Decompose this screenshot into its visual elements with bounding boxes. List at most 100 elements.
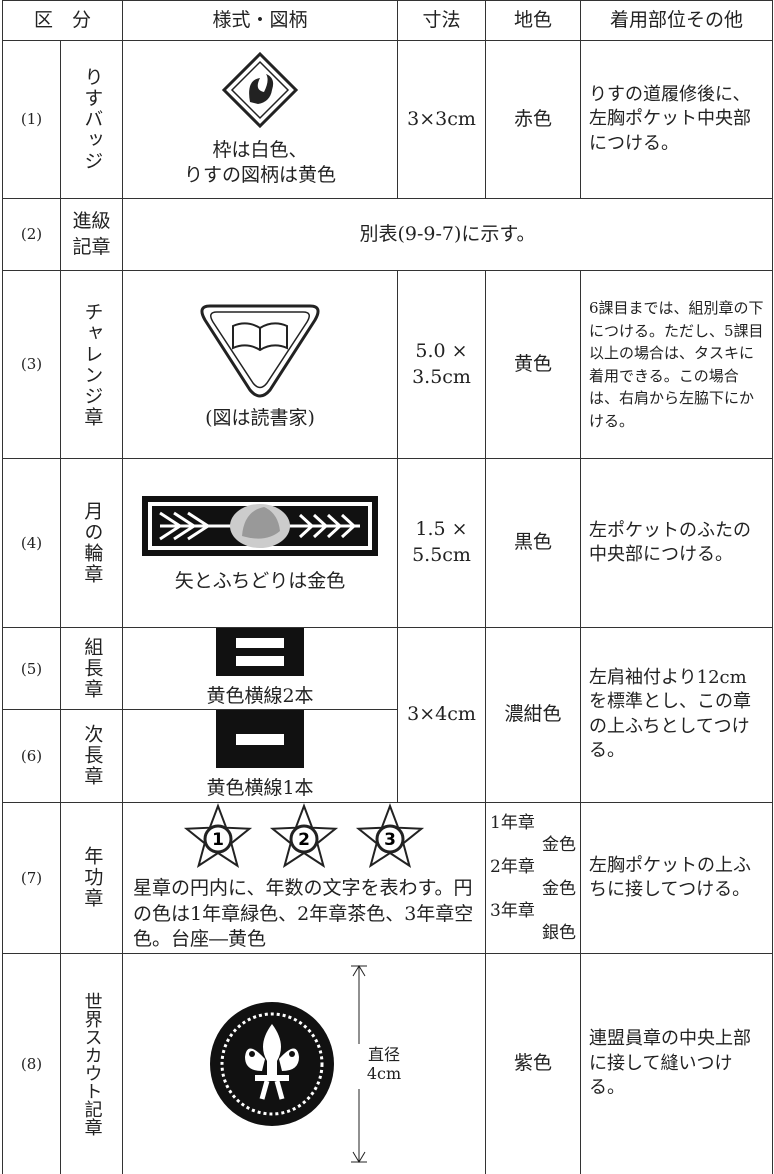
dimension-line: 4cm: [366, 1063, 402, 1083]
star-badge: 2: [269, 802, 339, 868]
size-line: 3.5cm: [412, 365, 471, 388]
color: 濃紺色: [485, 627, 582, 803]
caption: りすの図柄は黄色: [184, 164, 337, 187]
row-name-cell: りすバッジ: [59, 40, 124, 199]
color-line: 3年章: [490, 900, 535, 921]
row-name: 世界スカウト記章: [81, 991, 103, 1136]
row-no: (5): [2, 626, 61, 711]
note: 別表(9-9-7)に示す。: [122, 198, 774, 271]
color: 紫色: [485, 953, 582, 1174]
row-name-cell: 次長章: [59, 709, 124, 803]
header-cell: 様式・図柄: [122, 0, 399, 41]
design-cell: (図は読書家): [122, 270, 399, 459]
note: 左胸ポケットの上ふちに接してつける。: [580, 801, 774, 955]
design-wrap: 直径 4cm: [127, 964, 481, 1164]
color-line: 銀色: [542, 923, 577, 944]
row-no: (4): [2, 458, 61, 628]
row: (6) 次長章 黄色横線1本: [2, 709, 773, 803]
row-name: 次長章: [81, 724, 104, 788]
header-cell: 区 分: [1, 0, 124, 41]
row-name-cell: 月の輪章: [59, 458, 124, 628]
row-name: 年功章: [81, 846, 104, 910]
dimension-line: 直径: [368, 1044, 401, 1064]
color-line: 金色: [542, 878, 577, 899]
note: 連盟員章の中央上部に接して縫いつける。: [580, 953, 774, 1174]
row-name: 組長章: [81, 637, 104, 701]
row-name: 進級: [72, 209, 111, 232]
challenge-icon: [200, 304, 320, 398]
note: 左肩袖付より12cmを標準とし、この章の上ふちとしてつける。: [580, 627, 774, 803]
size-line: 5.5cm: [412, 544, 471, 566]
star-number: 1: [212, 830, 224, 850]
caption: 星章の円内に、年数の文字を表わす。円の色は1年章緑色、2年章茶色、3年章空色。台…: [133, 877, 474, 951]
color: 赤色: [485, 40, 582, 199]
dimension-arrow: [350, 964, 367, 1163]
stars: 1 2 3: [133, 802, 475, 877]
row-name-cell: 組長章: [59, 626, 124, 711]
header-cell: 地色: [485, 0, 582, 41]
world-badge-icon: [209, 1001, 334, 1126]
size-line: 1.5 ×: [415, 518, 468, 541]
row-no: (2): [2, 198, 61, 271]
row-name-cell: 世界スカウト記章: [59, 953, 124, 1174]
row-no: (7): [2, 801, 61, 955]
design-cell: 枠は白色、りすの図柄は黄色: [122, 40, 399, 199]
row-name: 記章: [72, 235, 111, 258]
caption: 枠は白色、: [212, 138, 308, 161]
note: りすの道履修後に、左胸ポケット中央部につける。: [580, 40, 774, 199]
row-name: 月の輪章: [81, 501, 104, 585]
row-no: (1): [2, 40, 61, 199]
row-name: チャレンジ章: [81, 301, 104, 428]
assistant-icon: [216, 710, 305, 769]
star-badge: 3: [355, 802, 425, 868]
design-cell: 黄色横線2本: [122, 626, 399, 711]
color-line: 2年章: [490, 856, 535, 877]
row-no: (6): [2, 709, 61, 803]
row: (2) 進級記章 別表(9-9-7)に示す。: [2, 198, 774, 271]
squirrel-icon: [221, 51, 299, 129]
header-row: 区 分 様式・図柄 寸法 地色 着用部位その他: [1, 0, 774, 41]
row-name-cell: チャレンジ章: [59, 270, 124, 459]
caption: 黄色横線1本: [206, 776, 314, 799]
row: (8) 世界スカウト記章 直径 4cm 紫色 連盟員章の中央上部に接して縫いつける…: [2, 953, 774, 1174]
star-badge: 1: [183, 802, 253, 868]
color-line: 1年章: [490, 812, 535, 833]
size: 3×4cm: [397, 627, 487, 803]
moon-icon: [142, 496, 379, 557]
row: (7) 年功章 1 2 3 星章の円内に、年数の文字を表わす。円の色は1年章緑色、2…: [2, 801, 774, 955]
row: (1) りすバッジ 枠は白色、りすの図柄は黄色 3×3cm 赤色 りすの道履修後…: [2, 40, 774, 199]
caption: 黄色横線2本: [206, 684, 314, 707]
size: 3×3cm: [397, 40, 487, 199]
caption: 矢とふちどりは金色: [174, 570, 346, 592]
size: 1.5 × 5.5cm: [397, 458, 487, 628]
design-cell: 黄色横線1本: [122, 709, 399, 803]
color-line: 金色: [542, 834, 577, 855]
row-name: りすバッジ: [81, 67, 104, 172]
row-name-cell: 年功章: [59, 801, 124, 955]
color: 黄色: [485, 270, 582, 459]
row: (4) 月の輪章 矢とふちどりは金色 1.5 × 5.5cm 黒色 左ポケットのふ…: [2, 458, 774, 628]
dimension: 直径 4cm: [367, 1045, 401, 1083]
design-cell: 1 2 3 星章の円内に、年数の文字を表わす。円の色は1年章緑色、2年章茶色、3年章…: [122, 801, 487, 955]
header-cell: 寸法: [397, 0, 487, 41]
caption: (図は読書家): [205, 406, 315, 429]
design-cell: 直径 4cm: [122, 953, 487, 1174]
star-number: 3: [384, 830, 396, 850]
star-number: 2: [298, 830, 310, 850]
row: (5) 組長章 黄色横線2本 3×4cm 濃紺色 左肩袖付より12cmを標準とし…: [2, 626, 774, 803]
color: 1年章 金色 2年章 金色 3年章 銀色: [485, 801, 582, 955]
row-name-cell: 進級 記章: [59, 198, 124, 271]
note: 左ポケットのふたの中央部につける。: [580, 458, 774, 628]
note: 6課目までは、組別章の下につける。ただし、5課目以上の場合は、タスキに着用できる…: [580, 270, 774, 459]
size: 5.0 × 3.5cm: [397, 270, 487, 459]
row-no: (8): [2, 953, 61, 1174]
leader-icon: [216, 628, 305, 676]
size-line: 5.0 ×: [415, 339, 468, 362]
color: 黒色: [485, 458, 582, 628]
row-no: (3): [2, 270, 61, 459]
design-cell: 矢とふちどりは金色: [122, 458, 399, 628]
header-cell: 着用部位その他: [580, 0, 774, 41]
row: (3) チャレンジ章 (図は読書家) 5.0 × 3.5cm 黄色 6課目までは、…: [2, 270, 774, 459]
